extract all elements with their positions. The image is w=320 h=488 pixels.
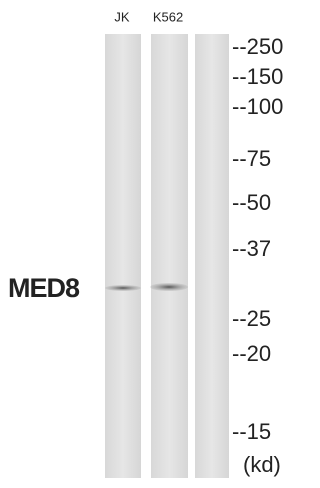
band xyxy=(150,283,188,291)
marker-label: --25 xyxy=(232,306,271,331)
marker-label: --50 xyxy=(232,190,271,215)
marker-label: --20 xyxy=(232,341,271,366)
lane-label: JK xyxy=(114,9,130,24)
unit: (kd) xyxy=(243,452,281,477)
marker-label: --250 xyxy=(232,34,283,59)
lane xyxy=(105,34,141,478)
protein-label: MED8 xyxy=(8,273,80,303)
lane-label: K562 xyxy=(153,9,183,24)
markers: --250 --150 --100 --75 --50 --37 --25 --20 --15 xyxy=(232,34,283,444)
band xyxy=(105,285,141,291)
marker-label: --37 xyxy=(232,236,271,261)
lane xyxy=(195,34,229,478)
blot: JK K562 MED8 --250 --150 --100 --75 --50 --37… xyxy=(0,0,310,488)
marker-label: --100 xyxy=(232,94,283,119)
marker-label: --75 xyxy=(232,146,271,171)
lane xyxy=(151,34,188,478)
marker-label: --15 xyxy=(232,419,271,444)
marker-label: --150 xyxy=(232,64,283,89)
